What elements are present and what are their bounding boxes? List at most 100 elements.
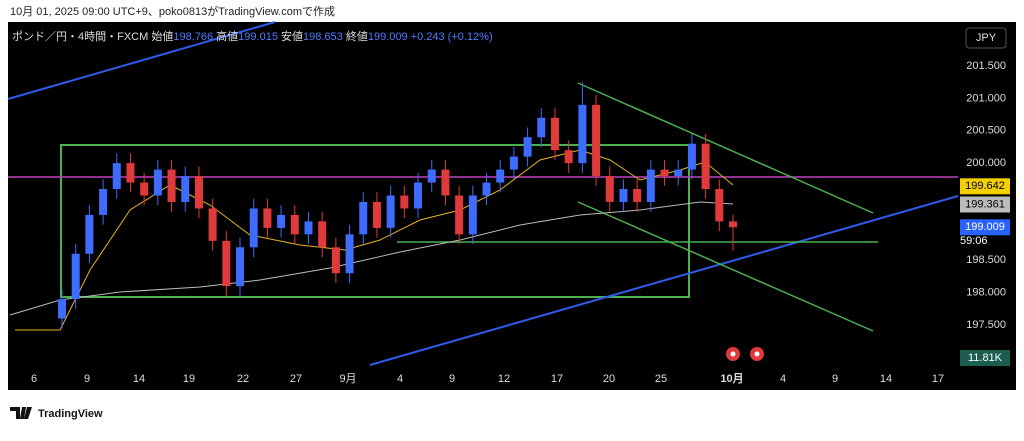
logo-mark xyxy=(10,407,32,419)
candle-body xyxy=(592,104,601,177)
trendline xyxy=(7,21,276,100)
candle-body xyxy=(222,240,231,287)
price-tag xyxy=(960,196,1010,213)
candle-body xyxy=(509,156,518,170)
time-label: 14 xyxy=(133,373,145,385)
price-tag-label: 199.009 xyxy=(965,221,1005,233)
candle-body xyxy=(263,208,272,228)
time-label: 12 xyxy=(498,373,510,385)
candle-body xyxy=(181,176,190,202)
price-tag xyxy=(960,178,1010,195)
time-label: 20 xyxy=(603,373,615,385)
price-tag-label: 199.642 xyxy=(965,180,1005,192)
time-label: 17 xyxy=(932,373,944,385)
candle-body xyxy=(236,247,245,287)
trendline xyxy=(369,195,959,366)
candle-body xyxy=(414,182,423,209)
candle-body xyxy=(537,117,546,138)
candle-body xyxy=(729,221,737,228)
candle-body xyxy=(71,253,80,300)
time-label: 4 xyxy=(780,373,786,385)
event-dot xyxy=(754,351,760,357)
candle-body xyxy=(277,214,286,228)
candle-body xyxy=(550,117,559,151)
time-label: 17 xyxy=(551,373,563,385)
candle-body xyxy=(578,104,587,164)
candle-body xyxy=(619,189,628,202)
candle-body xyxy=(441,169,450,196)
candle-body xyxy=(400,195,409,209)
candle-body xyxy=(605,176,614,202)
candle-body xyxy=(318,221,327,248)
time-label: 19 xyxy=(183,373,195,385)
logo xyxy=(10,407,32,419)
candle-body xyxy=(304,221,313,235)
candle-body xyxy=(646,169,655,202)
time-label: 14 xyxy=(880,373,892,385)
candle-body xyxy=(112,163,121,190)
candle-body xyxy=(345,234,354,274)
chart-bg xyxy=(8,22,1016,390)
value: 198.766 xyxy=(173,31,213,43)
price-label: 200.500 xyxy=(966,125,1006,137)
time-label: 27 xyxy=(290,373,302,385)
candle-body xyxy=(468,195,477,235)
candle-body xyxy=(249,208,258,248)
price-label: 201.000 xyxy=(966,92,1006,104)
candle-body xyxy=(140,182,149,196)
candle-body xyxy=(455,195,464,235)
channel-line xyxy=(577,82,874,214)
brand: TradingView xyxy=(38,408,103,420)
candles xyxy=(58,82,737,329)
ma-200 xyxy=(9,201,734,316)
price-label: 197.500 xyxy=(966,319,1006,331)
price-label: 201.500 xyxy=(966,60,1006,72)
candle-body xyxy=(674,169,683,177)
price-axis: 201.500 201.000 200.500 200.000 198.500 198.0… xyxy=(960,60,1010,331)
candle-body xyxy=(85,214,94,254)
candle-body xyxy=(660,169,669,177)
price-tag xyxy=(960,219,1010,236)
value: 199.015 xyxy=(238,31,278,43)
candle-body xyxy=(359,201,368,235)
range-box xyxy=(60,144,690,298)
candle-body xyxy=(99,189,108,215)
value: +0.243 (+0.12%) xyxy=(411,31,493,43)
candle-body xyxy=(167,169,176,202)
label: 高値 xyxy=(216,29,238,43)
candle-body xyxy=(715,189,724,222)
price-label: 198.000 xyxy=(966,287,1006,299)
event-dot xyxy=(730,351,736,357)
time-label: 9月 xyxy=(339,373,356,385)
currency: JPY xyxy=(976,32,997,44)
price-tag-label: 199.361 xyxy=(965,198,1005,210)
candle-body xyxy=(564,150,573,164)
volume-tag xyxy=(960,350,1010,366)
price-label: 198.500 xyxy=(966,254,1006,266)
value: 198.653 xyxy=(303,31,343,43)
ma-20 xyxy=(15,149,734,331)
candle-body xyxy=(687,143,696,170)
credit: 10月 01, 2025 09:00 UTC+9、poko0813がTradin… xyxy=(10,4,335,18)
candle-body xyxy=(331,247,340,274)
time-label: 10月 xyxy=(720,372,743,385)
candle-body xyxy=(427,169,436,183)
candle-body xyxy=(290,214,299,235)
currency-box[interactable] xyxy=(965,27,1007,49)
candle-body xyxy=(126,163,135,183)
candle-body xyxy=(482,182,491,196)
countdown: 59:06 xyxy=(960,235,988,247)
candle-body xyxy=(701,143,710,190)
time-label: 9 xyxy=(449,373,455,385)
candle-body xyxy=(386,195,395,228)
candle-body xyxy=(194,176,203,209)
candle-body xyxy=(153,169,162,196)
symbol: ポンド／円・4時間・FXCM xyxy=(12,30,148,43)
candle-body xyxy=(372,201,381,228)
price-label: 200.000 xyxy=(966,157,1006,169)
label: 安値 xyxy=(281,29,303,43)
drawings xyxy=(7,21,959,366)
time-label: 22 xyxy=(237,373,249,385)
